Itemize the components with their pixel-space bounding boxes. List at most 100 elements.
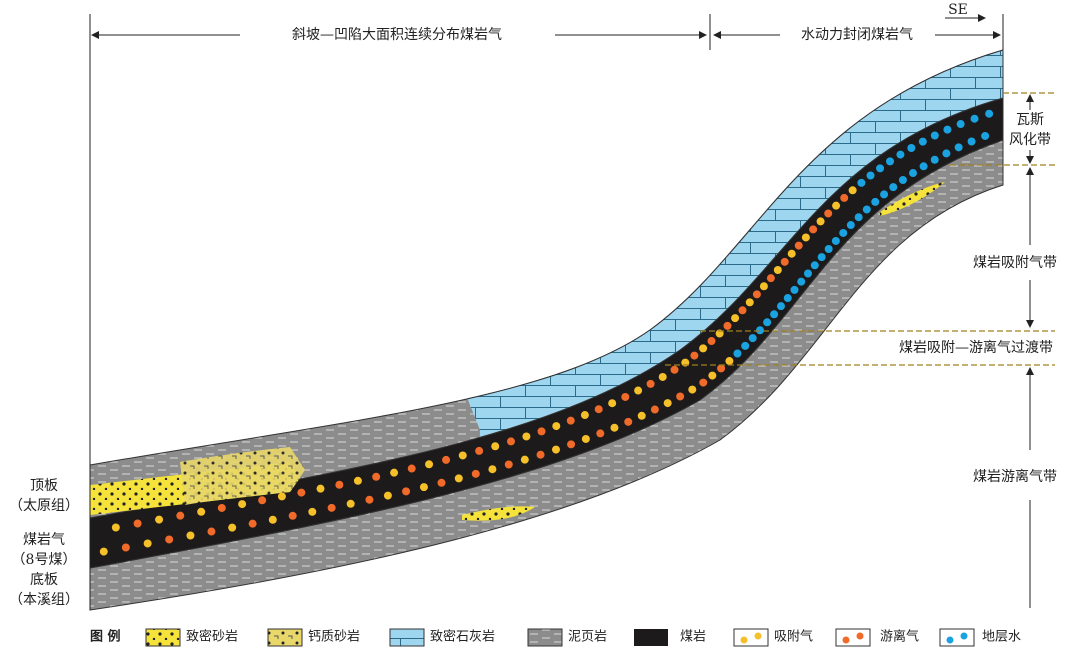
gas-dot [437,478,446,487]
gas-dot [111,523,120,532]
gas-dot [909,169,918,178]
gas-dot [228,523,237,532]
gas-dot [580,411,589,420]
gas-dot [797,277,806,286]
legend-title: 图 例 [90,629,121,645]
swatch [634,629,668,646]
swatch-dot [946,636,954,644]
gas-dot [383,491,392,500]
gas-dot [658,372,667,381]
gas-dot [723,321,732,330]
legend: 图 例 致密砂岩 钙质砂岩 致密石灰岩 泥页岩 煤岩 吸附气 游离气 地层水 [90,628,1021,647]
legend-item: 吸附气 [774,629,813,645]
layer-label: （8号煤） [12,552,77,568]
gas-dot [699,344,708,353]
zone-label: 瓦斯 [1016,112,1044,128]
gas-dot [907,143,916,152]
gas-dot [442,455,451,464]
swatch-dot [856,632,864,640]
zone-label: 煤岩吸附—游离气过渡带 [899,339,1053,356]
gas-dot [346,499,355,508]
gas-dot [943,125,952,134]
gas-dot [886,157,895,166]
sand-lens-small [880,182,945,216]
layer-label: 煤岩气 [23,532,65,548]
gas-dot [551,445,560,454]
gas-dot [520,455,529,464]
gas-dot [608,399,617,408]
gas-dot [207,527,216,536]
gas-dot [857,178,866,187]
layer-label: （本溪组） [9,592,79,608]
gas-dot [831,236,840,245]
gas-dot [738,306,747,315]
legend-item: 游离气 [880,629,919,645]
gas-dot [725,357,734,366]
swatch [527,628,563,647]
gas-dot [985,109,994,118]
gas-dot [817,253,826,262]
gas-dot [810,261,819,270]
gas-dot [155,515,164,524]
gas-dot [733,349,742,358]
gas-dot [316,484,325,493]
gas-dot [862,205,871,214]
gas-dot [176,511,185,520]
gas-dot [970,114,979,123]
gas-dot [537,427,546,436]
gas-dot [809,225,818,234]
gas-dot [419,483,428,492]
gas-dot [763,318,772,327]
gas-dot [801,233,810,242]
gas-dot [217,503,226,512]
gas-dot [780,257,789,266]
gas-dot [407,464,416,473]
gas-dot [567,440,576,449]
gas-dot [967,137,976,146]
gas-dot [708,371,717,380]
zone-label: 煤岩吸附气带 [973,255,1057,271]
swatch-dot [960,632,968,640]
gas-dot [624,417,633,426]
swatch-dot [740,636,748,644]
gas-dot [504,460,513,469]
gas-dot [458,451,467,460]
gas-dot [898,175,907,184]
gas-dot [650,405,659,414]
gas-dot [741,341,750,350]
gas-dot [919,162,928,171]
gas-dot [522,432,531,441]
gas-dot [790,285,799,294]
gas-dot [133,519,142,528]
gas-dot [365,495,374,504]
roof-limestone [468,49,1004,519]
gas-dot [783,294,792,303]
gas-dot [297,488,306,497]
gas-dot [277,492,286,501]
gas-dot [776,302,785,311]
gas-dot [889,183,898,192]
gas-dot [425,460,434,469]
gas-dot [372,472,381,481]
gas-dot [99,547,108,556]
gas-dot [454,474,463,483]
gas-dot [596,429,605,438]
gas-dot [121,543,130,552]
gas-dot [880,190,889,199]
gas-dot [594,405,603,414]
gas-dot [475,446,484,455]
swatch-dot [754,632,762,640]
gas-dot [491,442,500,451]
zone-label: 煤岩游离气带 [973,468,1057,485]
gas-dot [930,131,939,140]
gas-dot [954,143,963,152]
gas-dot [471,469,480,478]
layer-label: （太原组） [9,498,79,514]
gas-dot [816,217,825,226]
gas-dot [390,468,399,477]
swatch-dot [842,636,850,644]
gas-dot [197,507,206,516]
gas-dot [688,385,697,394]
gas-dot [896,150,905,159]
legend-item: 煤岩 [680,630,706,645]
